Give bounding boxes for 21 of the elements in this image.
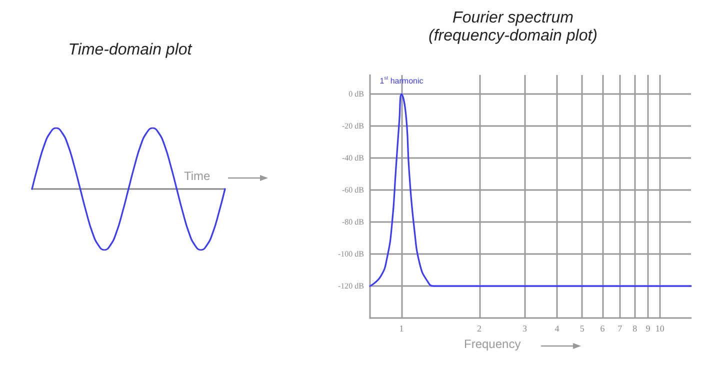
x-tick-label: 4 xyxy=(554,324,560,334)
chart-title: Fourier spectrum (frequency-domain plot) xyxy=(428,10,598,44)
y-tick-label: -80 dB xyxy=(342,218,364,227)
x-tick-label: 6 xyxy=(600,324,606,334)
x-tick-label: 1 xyxy=(399,324,404,334)
y-tick-label: -120 dB xyxy=(338,282,364,291)
y-tick-label: -100 dB xyxy=(338,250,364,259)
y-tick-label: -60 dB xyxy=(342,186,364,195)
x-tick-label: 10 xyxy=(655,324,665,334)
x-axis-title: Frequency xyxy=(464,337,521,351)
y-tick-label: -20 dB xyxy=(342,122,364,131)
x-tick-label: 2 xyxy=(477,324,482,334)
x-axis-title: Time xyxy=(184,169,211,183)
x-tick-label: 9 xyxy=(646,324,651,334)
chart-title: Time-domain plot xyxy=(68,42,192,58)
x-tick-label: 7 xyxy=(618,324,623,334)
x-tick-label: 3 xyxy=(522,324,528,334)
x-tick-label: 8 xyxy=(632,324,638,334)
y-tick-label: -40 dB xyxy=(342,154,364,163)
y-tick-label: 0 dB xyxy=(348,90,364,99)
x-tick-label: 5 xyxy=(580,324,585,334)
